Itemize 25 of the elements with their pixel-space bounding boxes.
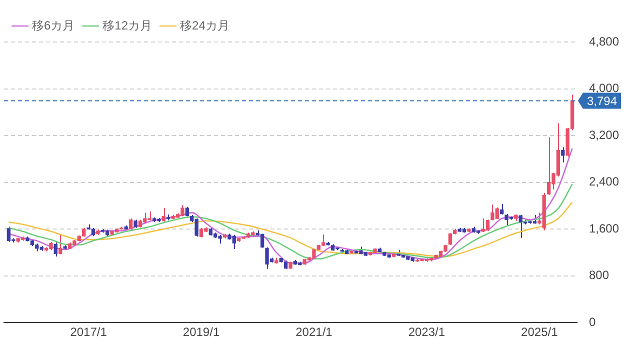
- line-series: [8, 183, 573, 260]
- line-series: [8, 148, 573, 264]
- y-tick-label: 2,400: [588, 174, 620, 189]
- x-tick-label: 2021/1: [296, 325, 333, 340]
- x-tick-label: 2023/1: [408, 325, 446, 340]
- candlestick: [58, 234, 62, 255]
- candlestick: [6, 226, 11, 242]
- legend-label: 移12カ月: [102, 18, 152, 32]
- y-tick-label: 3,200: [588, 128, 620, 142]
- candlestick: [500, 203, 504, 215]
- candlestick: [54, 242, 58, 258]
- y-tick-label: 0: [588, 314, 596, 329]
- x-tick-label: 2019/1: [182, 325, 220, 340]
- x-tick-label: 2025/1: [521, 325, 558, 340]
- x-tick-label: 2017/1: [70, 325, 108, 340]
- y-tick-label: 800: [588, 268, 610, 282]
- line-series: [8, 202, 573, 258]
- legend-label: 移6カ月: [32, 18, 75, 32]
- y-tick-label: 1,600: [588, 221, 620, 236]
- ref-line-label: 3,794: [586, 94, 618, 108]
- candlestick: [162, 208, 166, 222]
- y-tick-label: 4,000: [588, 81, 620, 96]
- y-tick-label: 4,800: [588, 34, 620, 48]
- legend-label: 移24カ月: [180, 18, 230, 32]
- candlestick: [260, 233, 264, 248]
